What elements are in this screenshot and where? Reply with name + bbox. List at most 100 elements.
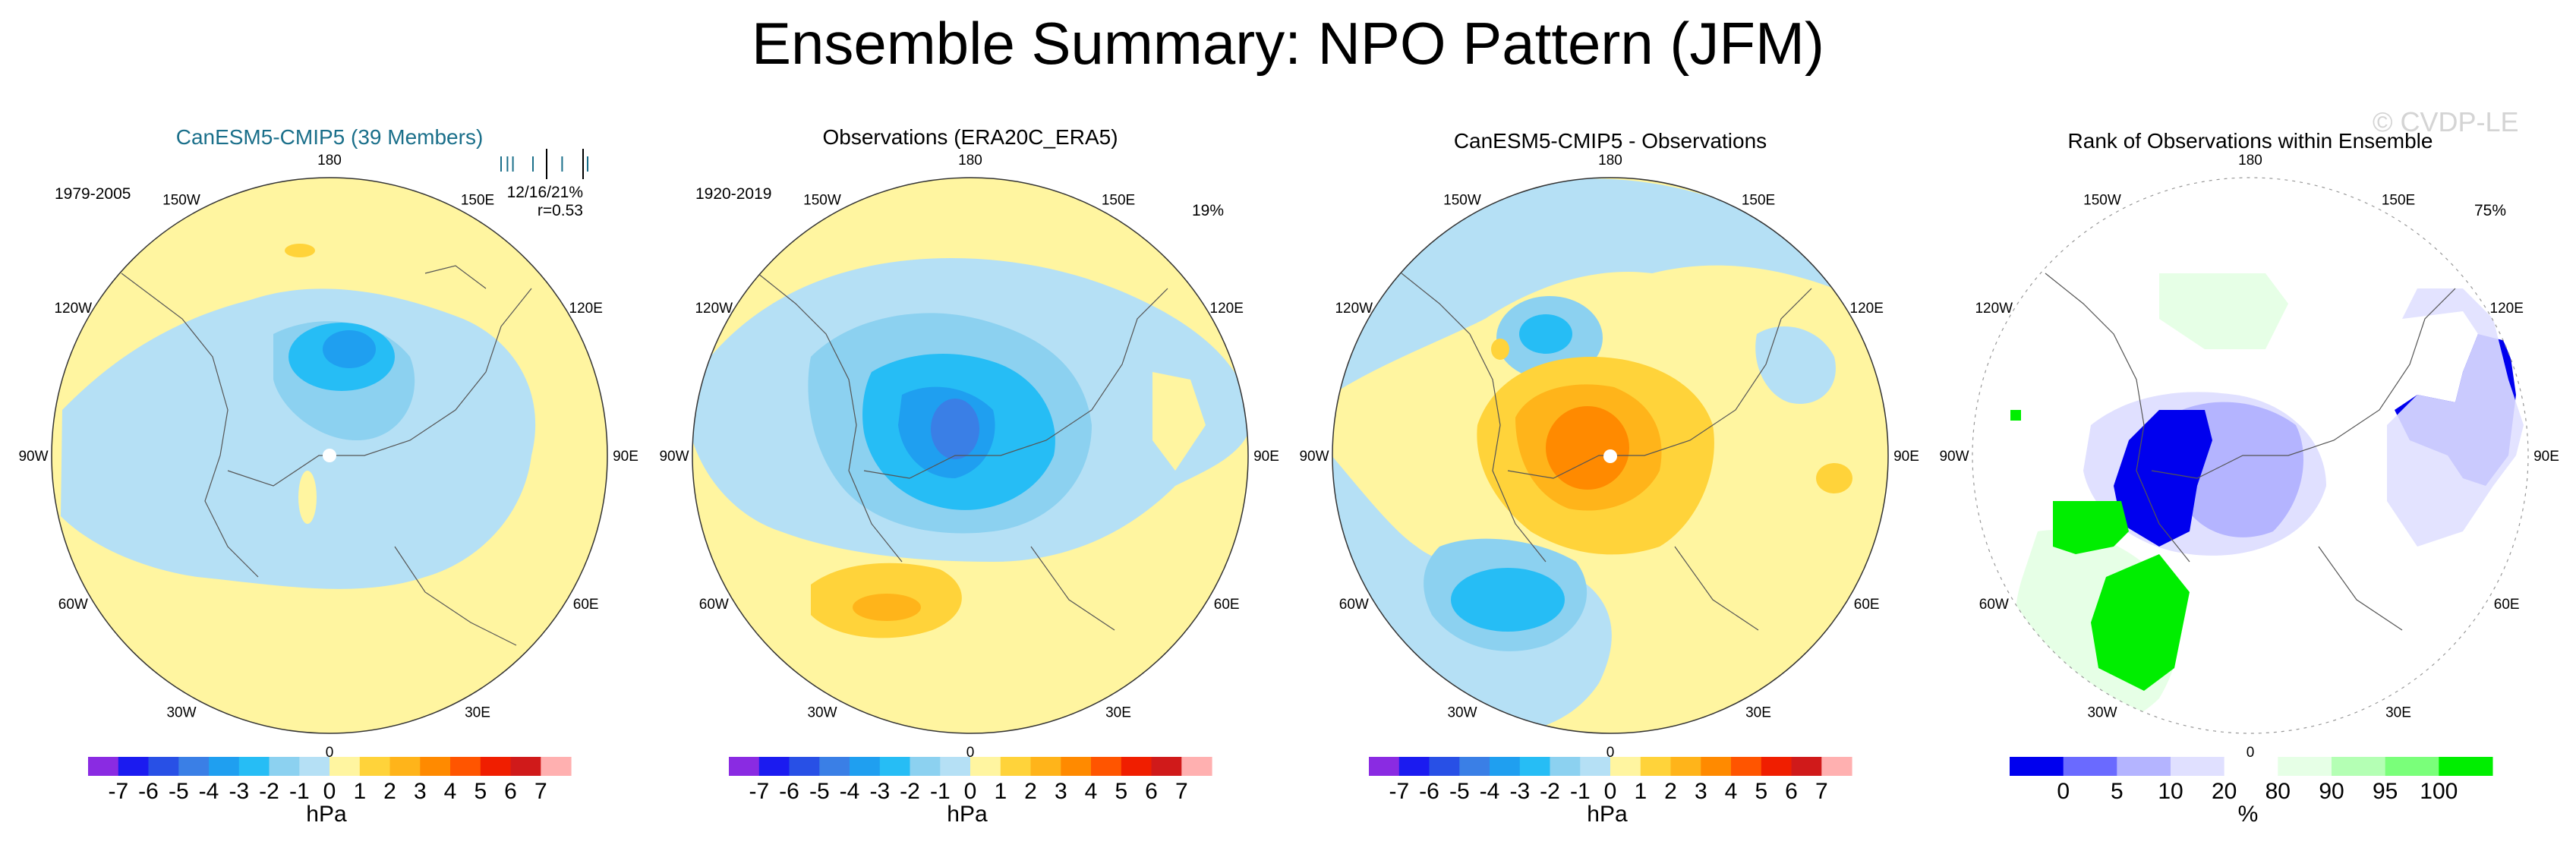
colorbar-swatch bbox=[1121, 757, 1152, 776]
colorbar-tick-label: 4 bbox=[444, 779, 457, 804]
colorbar-tick-label: -1 bbox=[1570, 779, 1591, 804]
lon-label: 60W bbox=[1979, 597, 2009, 613]
colorbar-tick-label: 5 bbox=[2111, 779, 2124, 804]
colorbar-tick-label: -3 bbox=[1509, 779, 1530, 804]
panel-title: Rank of Observations within Ensemble bbox=[2068, 129, 2433, 153]
colorbar-swatch bbox=[729, 757, 760, 776]
rank-mid-region bbox=[2182, 402, 2303, 537]
colorbar-tick-label: -6 bbox=[1419, 779, 1439, 804]
positive-anomaly-core bbox=[1546, 406, 1629, 490]
colorbar-tick-label: 2 bbox=[1024, 779, 1037, 804]
panel-difference: CanESM5-CMIP5 - Observations 180 150E 120E… bbox=[1288, 0, 1931, 847]
colorbar-tick-label: 100 bbox=[2420, 779, 2458, 804]
colorbar-tick-label: -5 bbox=[1449, 779, 1470, 804]
lon-label: 150W bbox=[162, 192, 200, 208]
lon-label: 150E bbox=[2382, 192, 2415, 208]
colorbar: -7 -6 -5 -4 -3 -2 -1 0 1 2 3 4 5 6 7 hPa bbox=[88, 757, 572, 827]
lon-label: 90E bbox=[1893, 449, 1919, 465]
colorbar-tick-label: -6 bbox=[138, 779, 159, 804]
lon-label: 60E bbox=[2494, 597, 2520, 613]
positive-anomaly-patch bbox=[298, 471, 317, 524]
lon-label: 60E bbox=[1854, 597, 1880, 613]
colorbar-swatch bbox=[1000, 757, 1032, 776]
colorbar: -7 -6 -5 -4 -3 -2 -1 0 1 2 3 4 5 6 7 hPa bbox=[1369, 757, 1852, 827]
rank-ticks bbox=[500, 149, 588, 179]
lon-label: 120E bbox=[1850, 301, 1884, 317]
rank-low-region-east bbox=[2387, 288, 2524, 547]
colorbar-tick-label: -3 bbox=[869, 779, 890, 804]
lon-label: 60W bbox=[699, 597, 729, 613]
colorbar-swatch bbox=[269, 757, 300, 776]
colorbar-tick-label: 90 bbox=[2319, 779, 2344, 804]
colorbar-swatch bbox=[910, 757, 941, 776]
corr-label: r=0.53 bbox=[538, 202, 583, 219]
colorbar-swatch bbox=[1459, 757, 1490, 776]
colorbar-tick-label: -2 bbox=[900, 779, 920, 804]
colorbar-tick-label: 5 bbox=[1115, 779, 1127, 804]
colorbar-swatch bbox=[2278, 757, 2332, 776]
colorbar-unit: hPa bbox=[306, 802, 347, 827]
colorbar-tick-label: 80 bbox=[2265, 779, 2291, 804]
colorbar-swatch bbox=[2171, 757, 2225, 776]
colorbar-swatch bbox=[359, 757, 391, 776]
lon-label: 60E bbox=[1214, 597, 1240, 613]
colorbar-swatch bbox=[2063, 757, 2117, 776]
colorbar-tick-label: 3 bbox=[1695, 779, 1707, 804]
colorbar-swatch bbox=[450, 757, 481, 776]
lon-label: 30W bbox=[807, 705, 837, 721]
north-pole-marker bbox=[323, 449, 336, 462]
colorbar-tick-label: 0 bbox=[964, 779, 977, 804]
panel-observations-svg: Observations (ERA20C_ERA5) 1920-2019 19%… bbox=[659, 125, 1279, 827]
colorbar-tick-label: 6 bbox=[504, 779, 517, 804]
colorbar-tick-label: -2 bbox=[1540, 779, 1560, 804]
colorbar: -7 -6 -5 -4 -3 -2 -1 0 1 2 3 4 5 6 7 hPa bbox=[729, 757, 1212, 827]
lon-label: 90W bbox=[1939, 449, 1969, 465]
colorbar-swatch bbox=[1398, 757, 1430, 776]
lon-label: 30E bbox=[465, 705, 490, 721]
lon-label: 120W bbox=[54, 301, 92, 317]
rank-highest-region-west bbox=[2053, 501, 2129, 554]
colorbar-tick-label: -1 bbox=[289, 779, 310, 804]
colorbar-swatch bbox=[88, 757, 119, 776]
panel-rank-svg: Rank of Observations within Ensemble 75%… bbox=[1939, 129, 2559, 827]
lon-label: 60W bbox=[1339, 597, 1369, 613]
colorbar-swatch bbox=[420, 757, 451, 776]
colorbar-tick-label: -7 bbox=[749, 779, 769, 804]
colorbar-unit: hPa bbox=[947, 802, 988, 827]
colorbar-swatch bbox=[541, 757, 572, 776]
longitude-labels: 180 150E 120E 90E 60E 30E 0 30W 60W 90W 120W 150W bbox=[1939, 153, 2559, 761]
panel-title: Observations (ERA20C_ERA5) bbox=[822, 125, 1118, 149]
colorbar-tick-label: 2 bbox=[383, 779, 396, 804]
lon-label: 60E bbox=[573, 597, 599, 613]
longitude-labels: 180 150E 120E 90E 60E 30E 0 30W 60W 90W 120W 150W bbox=[659, 153, 1279, 761]
colorbar-unit: hPa bbox=[1587, 802, 1628, 827]
colorbar-tick-label: -1 bbox=[930, 779, 951, 804]
period-label: 1920-2019 bbox=[695, 185, 771, 203]
colorbar-swatch bbox=[178, 757, 210, 776]
coastline bbox=[121, 265, 532, 646]
colorbar-tick-label: 1 bbox=[1634, 779, 1647, 804]
colorbar-tick-label: 7 bbox=[534, 779, 547, 804]
colorbar-swatch bbox=[1181, 757, 1212, 776]
lon-label: 30E bbox=[1745, 705, 1771, 721]
colorbar-tick-label: 20 bbox=[2212, 779, 2237, 804]
colorbar-swatch bbox=[819, 757, 850, 776]
lon-label: 150E bbox=[1102, 192, 1135, 208]
lon-label: 30E bbox=[1105, 705, 1131, 721]
panel-model-svg: CanESM5-CMIP5 (39 Members) 1979-2005 12/… bbox=[18, 125, 638, 827]
lon-label: 90W bbox=[18, 449, 48, 465]
colorbar-swatch bbox=[1701, 757, 1732, 776]
north-pole-marker bbox=[1603, 449, 1617, 463]
colorbar-swatch bbox=[209, 757, 240, 776]
lon-label: 150W bbox=[803, 192, 841, 208]
colorbar-swatch bbox=[1061, 757, 1092, 776]
colorbar-swatch bbox=[1490, 757, 1521, 776]
colorbar-swatch bbox=[148, 757, 179, 776]
colorbar-swatch bbox=[2385, 757, 2439, 776]
colorbar-swatch bbox=[1791, 757, 1822, 776]
colorbar-tick-label: 1 bbox=[994, 779, 1007, 804]
colorbar-swatch bbox=[1670, 757, 1701, 776]
colorbar-tick-label: 0 bbox=[323, 779, 336, 804]
colorbar-swatch bbox=[1640, 757, 1672, 776]
rank-high-region-north bbox=[2159, 273, 2288, 349]
